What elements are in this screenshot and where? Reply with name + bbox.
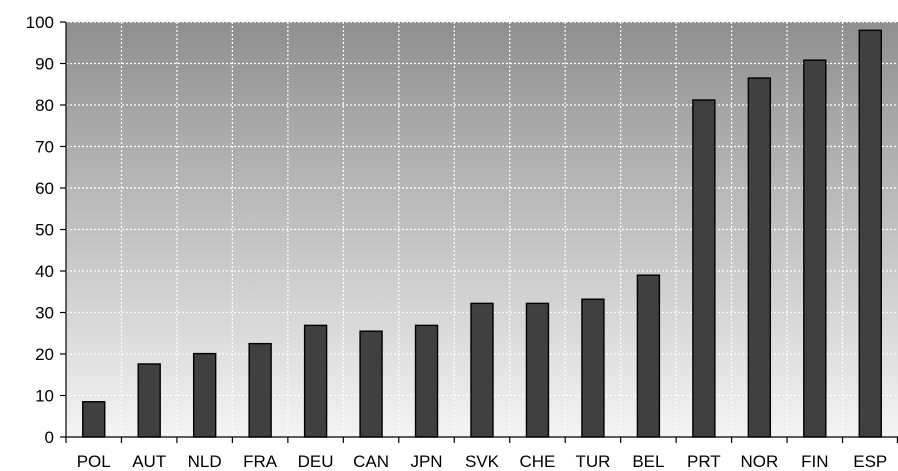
- y-tick-label: 90: [35, 55, 54, 74]
- x-category-label: ESP: [853, 452, 887, 471]
- x-category-label: PRT: [687, 452, 721, 471]
- x-category-label: POL: [77, 452, 111, 471]
- bar-tur: [581, 298, 605, 438]
- y-tick-label: 80: [35, 96, 54, 115]
- x-category-label: FRA: [243, 452, 278, 471]
- x-category-label: NLD: [188, 452, 222, 471]
- bar-esp: [858, 29, 882, 438]
- y-tick-label: 60: [35, 179, 54, 198]
- bar-nld: [192, 352, 217, 438]
- x-category-label: AUT: [132, 452, 166, 471]
- bar-can: [359, 330, 383, 438]
- x-axis-ticks: POL AUT NLD FRA DEU CAN JPN SVK CHE TUR BEL PRT NOR F…: [65, 437, 898, 471]
- x-category-label: DEU: [298, 452, 334, 471]
- x-category-label: NOR: [740, 452, 778, 471]
- x-category-label: FIN: [801, 452, 828, 471]
- x-category-label: SVK: [465, 452, 500, 471]
- y-tick-label: 40: [35, 262, 54, 281]
- bar-svk: [470, 302, 494, 438]
- x-category-label: TUR: [575, 452, 610, 471]
- y-tick-label: 20: [35, 345, 54, 364]
- bar-pol: [82, 401, 106, 438]
- y-tick-label: 100: [26, 13, 54, 32]
- bar-fra: [248, 342, 272, 438]
- bar-nor: [747, 77, 772, 438]
- bars-group: [82, 29, 882, 438]
- y-tick-label: 30: [35, 304, 54, 323]
- y-axis-ticks: 0 10 20 30 40 50 60 70 80 90 100: [26, 13, 66, 447]
- y-tick-label: 70: [35, 138, 54, 157]
- bar-prt: [692, 99, 716, 438]
- bar-che: [525, 302, 550, 438]
- bar-bel: [636, 274, 661, 438]
- bar-fin: [803, 59, 827, 438]
- x-category-label: JPN: [410, 452, 442, 471]
- bar-aut: [137, 363, 161, 438]
- y-tick-label: 10: [35, 387, 54, 406]
- x-category-label: BEL: [632, 452, 664, 471]
- y-tick-label: 0: [45, 428, 54, 447]
- x-category-label: CAN: [353, 452, 389, 471]
- bar-deu: [303, 324, 328, 438]
- bar-jpn: [414, 324, 439, 438]
- y-tick-label: 50: [35, 221, 54, 240]
- x-category-label: CHE: [520, 452, 556, 471]
